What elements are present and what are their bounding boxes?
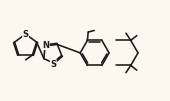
Text: S: S <box>50 60 56 69</box>
Text: S: S <box>23 30 29 39</box>
Text: N: N <box>42 41 49 50</box>
